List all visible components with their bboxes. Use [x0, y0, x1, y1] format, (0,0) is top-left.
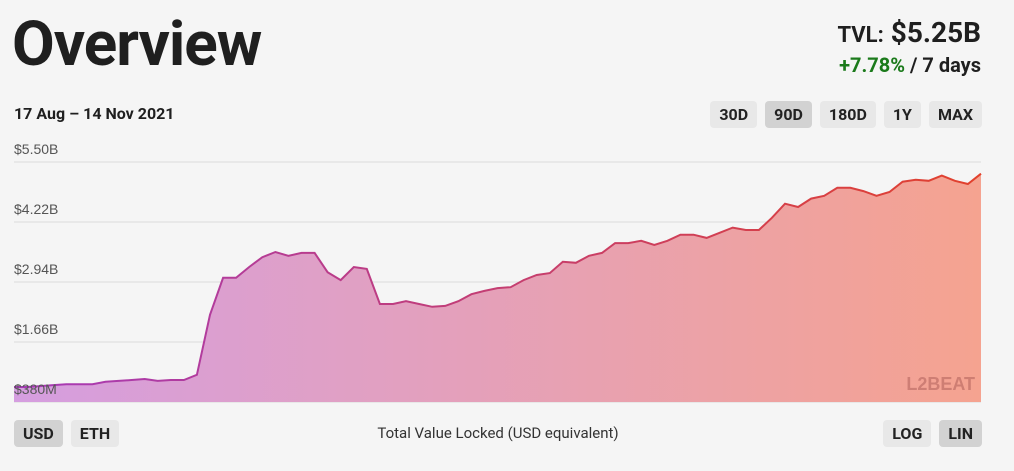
toggle-button[interactable]: LIN: [939, 420, 982, 447]
tvl-label: TVL:: [837, 23, 884, 48]
chart-caption: Total Value Locked (USD equivalent): [377, 424, 619, 442]
toggle-button[interactable]: ETH: [70, 420, 120, 447]
toggle-button[interactable]: 180D: [819, 101, 876, 128]
currency-buttons: USD ETH: [14, 420, 120, 447]
line: [14, 172, 982, 388]
tvl-change: +7.78% / 7 days: [839, 53, 981, 77]
toggle-button[interactable]: LOG: [883, 420, 932, 447]
range-buttons: 30D 90D 180D 1Y MAX: [710, 101, 982, 128]
toggle-button[interactable]: 90D: [765, 101, 812, 128]
title: Overview: [12, 8, 262, 81]
y-tick-label: $1.66B: [14, 321, 58, 337]
toggle-button[interactable]: 1Y: [883, 101, 921, 128]
y-tick-label: $380M: [14, 381, 57, 397]
toggle-button[interactable]: USD: [14, 420, 63, 447]
change-value: +7.78%: [839, 53, 906, 77]
watermark: L2BEAT: [906, 374, 975, 394]
tvl: TVL: $5.25B: [838, 16, 982, 49]
toggle-button[interactable]: 30D: [710, 101, 758, 128]
change-period: / 7 days: [910, 53, 981, 77]
toggle-button[interactable]: MAX: [928, 101, 982, 128]
area: [14, 173, 981, 402]
tvl-value: $5.25B: [890, 16, 981, 49]
scale-buttons: LOG LIN: [883, 420, 982, 447]
date-range: 17 Aug – 14 Nov 2021: [14, 104, 175, 123]
y-tick-label: $4.22B: [14, 201, 58, 217]
y-tick-label: $2.94B: [14, 261, 58, 277]
y-tick-label: $5.50B: [14, 141, 58, 157]
